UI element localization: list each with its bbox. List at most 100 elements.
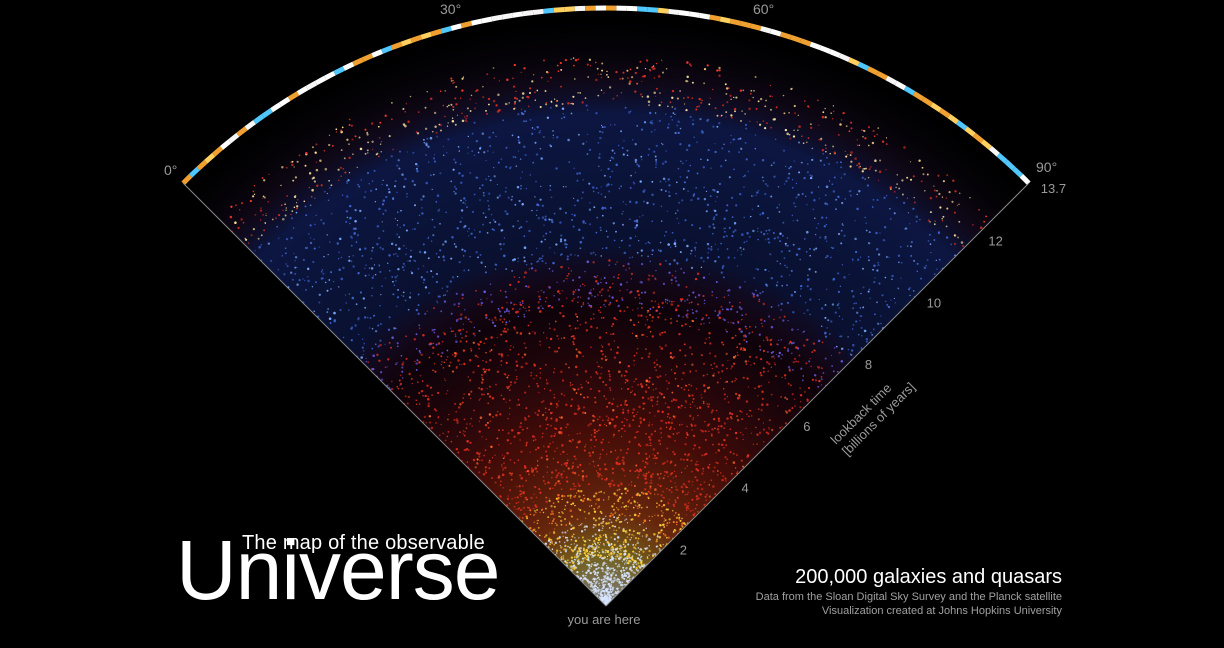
galaxy-point xyxy=(889,188,892,191)
galaxy-point xyxy=(559,544,562,547)
galaxy-point xyxy=(608,572,611,574)
galaxy-point xyxy=(609,569,611,571)
galaxy-point xyxy=(533,474,535,477)
galaxy-point xyxy=(786,349,790,352)
galaxy-point xyxy=(675,488,678,491)
galaxy-point xyxy=(603,276,606,279)
galaxy-point xyxy=(517,353,520,356)
galaxy-point xyxy=(578,560,580,562)
galaxy-point xyxy=(674,270,677,272)
galaxy-point xyxy=(642,407,645,410)
galaxy-point xyxy=(923,189,926,192)
galaxy-point xyxy=(595,438,598,441)
galaxy-point xyxy=(465,427,468,429)
galaxy-point xyxy=(311,177,314,180)
galaxy-point xyxy=(886,256,888,258)
galaxy-point xyxy=(757,395,759,397)
galaxy-point xyxy=(648,444,650,447)
galaxy-point xyxy=(803,176,806,180)
galaxy-point xyxy=(371,287,374,290)
galaxy-point xyxy=(571,465,575,468)
galaxy-point xyxy=(489,350,492,353)
galaxy-point xyxy=(592,517,595,520)
galaxy-point xyxy=(603,601,606,604)
galaxy-point xyxy=(717,255,720,259)
galaxy-point xyxy=(627,500,630,503)
galaxy-point xyxy=(801,135,803,138)
galaxy-point xyxy=(537,260,540,262)
galaxy-point xyxy=(674,239,676,241)
galaxy-point xyxy=(598,390,601,393)
galaxy-point xyxy=(609,527,611,529)
galaxy-point xyxy=(536,125,539,129)
galaxy-point xyxy=(605,281,608,284)
galaxy-point xyxy=(494,481,497,484)
galaxy-point xyxy=(797,141,801,144)
galaxy-point xyxy=(616,536,620,539)
galaxy-point xyxy=(377,345,380,348)
galaxy-point xyxy=(795,360,798,363)
galaxy-point xyxy=(517,399,520,401)
galaxy-point xyxy=(669,101,672,104)
galaxy-point xyxy=(631,139,634,141)
galaxy-point xyxy=(336,242,340,245)
galaxy-point xyxy=(705,190,708,193)
galaxy-point xyxy=(589,438,593,442)
galaxy-point xyxy=(387,188,390,191)
galaxy-point xyxy=(546,382,549,385)
galaxy-point xyxy=(551,519,555,523)
galaxy-point xyxy=(647,355,651,358)
galaxy-point xyxy=(603,590,606,593)
galaxy-point xyxy=(563,495,566,497)
galaxy-point xyxy=(573,337,576,340)
galaxy-point xyxy=(727,294,730,297)
galaxy-point xyxy=(583,494,585,497)
galaxy-point xyxy=(667,475,669,478)
galaxy-point xyxy=(688,393,690,396)
galaxy-point xyxy=(481,376,484,379)
galaxy-point xyxy=(443,300,447,303)
galaxy-point xyxy=(696,407,699,410)
galaxy-point xyxy=(379,305,381,307)
galaxy-point xyxy=(657,493,659,496)
galaxy-point xyxy=(820,325,823,328)
galaxy-point xyxy=(821,115,825,119)
galaxy-point xyxy=(352,255,354,257)
galaxy-point xyxy=(473,236,476,239)
galaxy-point xyxy=(548,218,551,221)
galaxy-point xyxy=(840,242,843,245)
galaxy-point xyxy=(866,184,870,187)
galaxy-point xyxy=(563,462,567,465)
galaxy-point xyxy=(742,465,745,468)
galaxy-point xyxy=(864,216,866,219)
galaxy-point xyxy=(591,589,594,592)
galaxy-point xyxy=(782,221,785,224)
galaxy-point xyxy=(533,528,536,531)
galaxy-point xyxy=(693,490,696,493)
galaxy-point xyxy=(330,271,333,274)
galaxy-point xyxy=(797,129,799,131)
galaxy-point xyxy=(613,569,616,572)
galaxy-point xyxy=(769,108,773,111)
galaxy-point xyxy=(738,286,742,289)
galaxy-point xyxy=(578,484,581,487)
galaxy-point xyxy=(544,262,547,265)
galaxy-point xyxy=(654,155,657,158)
galaxy-point xyxy=(575,348,578,351)
galaxy-point xyxy=(730,196,734,199)
galaxy-point xyxy=(896,183,898,185)
galaxy-point xyxy=(379,143,382,145)
galaxy-point xyxy=(585,571,588,575)
galaxy-point xyxy=(690,249,693,252)
galaxy-point xyxy=(933,185,935,187)
galaxy-point xyxy=(584,525,587,528)
galaxy-point xyxy=(535,511,537,514)
galaxy-point xyxy=(340,175,342,177)
galaxy-point xyxy=(653,150,656,153)
galaxy-point xyxy=(662,282,666,286)
galaxy-point xyxy=(572,102,575,105)
galaxy-point xyxy=(577,91,579,94)
galaxy-point xyxy=(666,487,668,490)
galaxy-point xyxy=(379,246,382,249)
galaxy-point xyxy=(414,360,416,363)
